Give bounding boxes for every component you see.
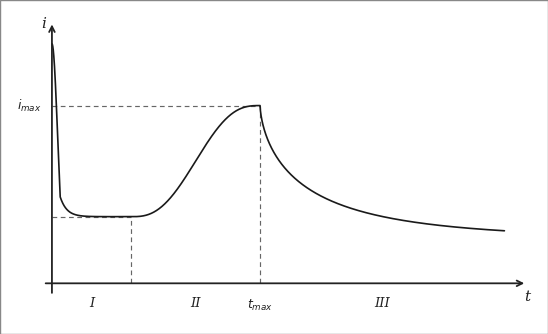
Text: $i_{max}$: $i_{max}$	[18, 98, 42, 114]
Text: $t_{max}$: $t_{max}$	[247, 298, 273, 313]
Text: t: t	[524, 290, 530, 304]
Text: I: I	[89, 297, 94, 310]
Text: i: i	[41, 17, 46, 31]
Text: III: III	[374, 297, 390, 310]
Text: II: II	[190, 297, 201, 310]
